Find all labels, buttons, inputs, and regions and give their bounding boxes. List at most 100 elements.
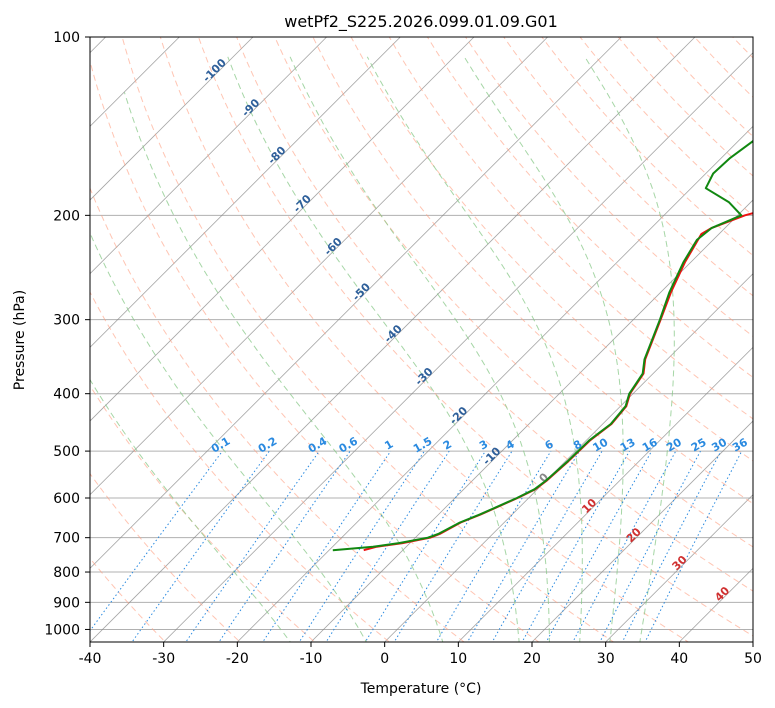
isotherm-label: 20: [624, 525, 644, 545]
dry-adiabat-line: [503, 37, 753, 297]
dry-adiabat-line: [90, 186, 465, 642]
mixing-ratio-line: [491, 450, 603, 642]
mixing-ratio-line: [298, 450, 425, 642]
mixing-ratio-line: [262, 450, 392, 642]
chart-title: wetPf2_S225.2026.099.01.09.G01: [284, 12, 558, 32]
isotherm-line: [458, 346, 753, 642]
x-tick-label: 40: [670, 651, 688, 667]
isotherm-label: -40: [382, 322, 405, 345]
mixing-ratio-label: 0.2: [256, 435, 279, 456]
y-tick-label: 400: [53, 387, 80, 403]
isotherm-line: [384, 273, 753, 642]
dry-adiabat-line: [121, 37, 615, 642]
sounding-profiles: [332, 139, 753, 552]
isotherm-line: [90, 37, 548, 496]
mixing-ratio-label: 16: [640, 435, 660, 454]
y-tick-label: 1000: [44, 622, 80, 638]
moist-adiabat-line: [90, 231, 367, 642]
isotherm-line: [90, 37, 475, 422]
x-tick-label: 50: [744, 651, 762, 667]
isotherm-line: [237, 125, 753, 642]
mixing-ratio-label: 0.4: [306, 434, 330, 455]
background-lines: [90, 10, 775, 654]
mixing-ratio-label: 30: [709, 435, 729, 454]
isotherm-line: [90, 37, 327, 275]
moist-adiabat-line: [123, 92, 444, 642]
y-tick-label: 300: [53, 313, 80, 329]
y-tick-label: 200: [53, 208, 80, 224]
dry-adiabat-line: [159, 37, 690, 642]
mixing-ratio-line: [466, 450, 580, 642]
dry-adiabat-line: [426, 37, 753, 379]
mixing-ratio-label: 13: [618, 436, 638, 455]
mixing-ratio-line: [393, 450, 513, 642]
dry-adiabat-line: [197, 37, 753, 637]
moist-adiabat-line: [463, 56, 624, 642]
isotherm-label: -80: [265, 144, 288, 167]
dry-adiabat-line: [579, 37, 753, 217]
dry-adiabat-line: [90, 291, 391, 642]
y-tick-label: 900: [53, 595, 80, 611]
y-tick-label: 800: [53, 565, 80, 581]
x-tick-label: -30: [152, 651, 175, 667]
moist-adiabat-line: [584, 56, 675, 642]
temperature-profile-line: [363, 212, 753, 552]
isotherm-label: -60: [322, 235, 345, 258]
dry-adiabat-line: [731, 37, 753, 59]
mixing-ratio-label: 6: [543, 437, 556, 452]
dry-adiabat-line: [617, 37, 753, 177]
isotherm-label: -50: [350, 280, 373, 303]
y-tick-label: 500: [53, 444, 80, 460]
x-tick-label: 20: [523, 651, 541, 667]
mixing-ratio-line: [644, 450, 743, 642]
dry-adiabat-line: [350, 37, 753, 462]
isotherm-line: [90, 37, 401, 348]
isotherm-label: 10: [579, 496, 599, 516]
dry-adiabat-line: [541, 37, 753, 257]
dry-adiabat-line: [90, 59, 540, 642]
mixing-ratio-label: 0.1: [209, 435, 232, 456]
mixing-ratio-label: 36: [730, 435, 750, 454]
x-tick-label: -20: [226, 651, 249, 667]
isotherm-line: [90, 37, 622, 569]
y-tick-label: 700: [53, 531, 80, 547]
mixing-ratio-label: 1.5: [411, 435, 434, 456]
y-tick-label: 100: [53, 30, 80, 46]
moist-adiabat-line: [90, 378, 291, 642]
x-axis-label: Temperature (°C): [360, 681, 482, 697]
isotherm-line: [163, 52, 753, 642]
x-tick-label: -10: [300, 651, 323, 667]
isotherm-line: [679, 567, 753, 642]
plot-frame: [89, 36, 754, 643]
isotherm-label: -30: [412, 365, 435, 388]
dry-adiabat-line: [388, 37, 753, 420]
x-tick-label: 10: [449, 651, 467, 667]
mixing-ratio-line: [621, 450, 722, 642]
mixing-ratio-label: 25: [689, 436, 709, 455]
moist-adiabat-line: [366, 56, 583, 642]
isotherm-line: [605, 494, 753, 642]
moist-adiabat-line: [289, 56, 550, 642]
x-tick-label: 0: [380, 651, 389, 667]
isotherm-label: -90: [239, 96, 262, 119]
isotherm-label: 40: [712, 584, 732, 604]
isotherm-label: -70: [291, 192, 314, 215]
y-tick-label: 600: [53, 491, 80, 507]
dry-adiabat-line: [90, 472, 241, 642]
dry-adiabat-line: [464, 37, 753, 337]
mixing-ratio-label: 4: [504, 437, 517, 452]
dry-adiabat-line: [745, 10, 775, 654]
isotherm-line: [752, 641, 753, 642]
isotherm-label: -100: [200, 56, 229, 85]
mixing-ratio-line: [545, 450, 653, 642]
isotherm-label: 30: [670, 553, 690, 573]
dry-adiabat-line: [236, 37, 753, 592]
mixing-ratio-line: [435, 450, 552, 642]
mixing-ratio-label: 0.6: [337, 434, 361, 455]
mixing-ratio-line: [218, 450, 351, 642]
axis-ticks: -40 -30 -20 -10 0 10 20 30 40 5010020030040050060…: [44, 30, 762, 667]
dewpoint-profile-line: [332, 139, 753, 552]
mixing-ratio-line: [185, 450, 320, 642]
dry-adiabat-line: [274, 37, 753, 548]
mixing-ratio-line: [599, 450, 701, 642]
